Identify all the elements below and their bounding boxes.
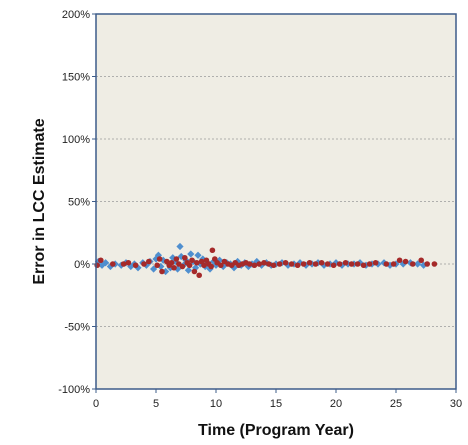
circle-point xyxy=(282,259,289,266)
circle-point xyxy=(270,262,277,269)
y-tick-label: 100% xyxy=(62,134,90,146)
circle-point xyxy=(348,261,355,267)
circle-point xyxy=(306,259,313,266)
x-tick-label: 30 xyxy=(450,398,462,410)
circle-point xyxy=(186,262,193,269)
circle-point xyxy=(159,268,165,275)
y-tick-label: -100% xyxy=(58,384,90,396)
x-tick-label: 0 xyxy=(93,398,99,410)
circle-point xyxy=(288,261,295,267)
circle-point xyxy=(256,261,263,267)
x-tick-label: 15 xyxy=(270,398,282,410)
y-axis-title: Error in LCC Estimate xyxy=(31,118,48,284)
circle-point xyxy=(294,262,301,269)
circle-point xyxy=(336,261,343,267)
data-points xyxy=(94,242,438,279)
y-tick-label: 200% xyxy=(62,9,90,21)
circle-point xyxy=(120,261,127,267)
circle-point xyxy=(173,256,180,262)
circle-point xyxy=(191,268,198,275)
circle-point xyxy=(402,258,409,265)
circle-point xyxy=(171,264,177,271)
circle-point xyxy=(431,261,438,267)
circle-point xyxy=(360,262,367,269)
circle-point xyxy=(372,259,379,266)
circle-point xyxy=(318,259,325,266)
x-axis-title: Time (Program Year) xyxy=(198,422,354,439)
circle-point xyxy=(98,257,104,264)
diamond-point xyxy=(187,250,195,258)
circle-point xyxy=(390,261,397,267)
circle-point xyxy=(424,261,431,267)
circle-point xyxy=(209,247,216,254)
circle-point xyxy=(418,257,425,264)
y-tick-label: 50% xyxy=(68,197,90,209)
circle-point xyxy=(194,259,200,266)
circle-point xyxy=(218,262,224,269)
circle-point xyxy=(261,259,267,266)
circle-point xyxy=(342,259,349,266)
circle-point xyxy=(324,261,331,267)
circle-point xyxy=(354,261,361,267)
circle-point xyxy=(168,259,175,266)
circle-point xyxy=(189,257,195,264)
circle-point xyxy=(94,262,100,269)
circle-point xyxy=(132,262,139,269)
y-tick-label: 150% xyxy=(62,72,90,84)
circle-point xyxy=(383,261,390,267)
plot-frame xyxy=(95,13,457,390)
circle-point xyxy=(366,261,373,267)
diamond-point xyxy=(184,266,192,274)
circle-point xyxy=(154,262,160,269)
y-axis-ticks: -100% -50% 0% 50% 100% 150% 200% xyxy=(58,9,96,396)
circle-point xyxy=(246,261,253,267)
diamond-point xyxy=(194,251,202,259)
circle-point xyxy=(396,257,403,264)
circle-point xyxy=(179,263,186,270)
circle-point xyxy=(182,254,188,261)
circle-point xyxy=(300,261,307,267)
circle-point xyxy=(208,263,214,270)
x-axis-ticks: 0 5 10 15 20 25 30 xyxy=(93,389,462,410)
circle-point xyxy=(312,261,319,267)
circle-point xyxy=(146,258,152,265)
circle-point xyxy=(156,256,163,262)
circle-point xyxy=(196,272,202,279)
x-tick-label: 25 xyxy=(390,398,402,410)
x-tick-label: 20 xyxy=(330,398,342,410)
circle-point xyxy=(266,261,272,267)
circle-point xyxy=(330,262,337,269)
x-tick-label: 5 xyxy=(153,398,159,410)
y-tick-label: 0% xyxy=(74,259,90,271)
diamond-point xyxy=(176,242,184,251)
circle-point xyxy=(251,262,258,269)
diamond-point xyxy=(102,259,110,267)
x-tick-label: 10 xyxy=(210,398,222,410)
y-tick-label: -50% xyxy=(64,322,90,334)
circle-point xyxy=(410,261,416,267)
circle-point xyxy=(201,262,207,269)
circle-point xyxy=(110,261,116,267)
circle-point xyxy=(141,261,147,267)
circle-point xyxy=(276,261,283,267)
circle-point xyxy=(125,259,132,266)
